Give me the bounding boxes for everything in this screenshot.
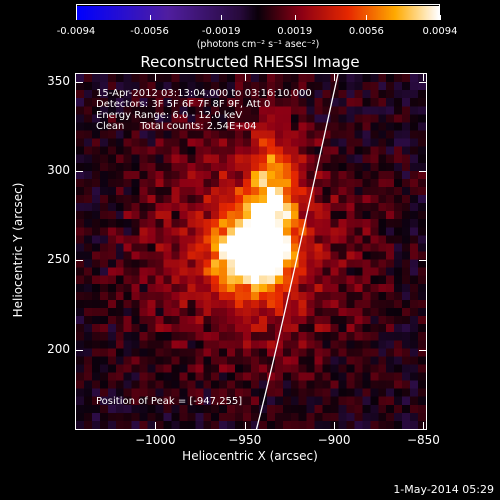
colorbar-tick-mark	[366, 15, 368, 20]
y-tick-mark	[75, 349, 83, 351]
info-time-range: 15-Apr-2012 03:13:04.000 to 03:16:10.000	[96, 88, 312, 99]
x-axis-label: Heliocentric X (arcsec)	[182, 449, 318, 463]
y-tick-label: 200	[47, 341, 70, 356]
colorbar-gradient	[77, 6, 439, 20]
y-tick-mark	[419, 171, 427, 173]
x-tick-label: −850	[406, 433, 440, 447]
y-tick-mark	[75, 260, 83, 262]
y-axis-label: Heliocentric Y (arcsec)	[11, 182, 25, 318]
heatmap-image	[76, 74, 426, 429]
colorbar-tick-label: -0.0094	[56, 26, 96, 37]
y-tick-mark	[75, 171, 83, 173]
y-tick-label: 300	[47, 163, 70, 178]
x-tick-mark	[423, 422, 425, 430]
y-tick-label: 350	[47, 73, 70, 88]
colorbar-tick-label: -0.0019	[201, 26, 241, 37]
colorbar-tick-mark	[440, 15, 441, 20]
colorbar-tick-label: 0.0056	[348, 26, 384, 37]
y-tick-mark	[419, 349, 427, 351]
peak-position-label: Position of Peak = [-947,255]	[96, 396, 243, 407]
colorbar-tick-mark	[294, 15, 296, 20]
y-tick-mark	[419, 81, 427, 83]
x-tick-mark	[155, 73, 157, 81]
x-tick-mark	[334, 422, 336, 430]
colorbar	[76, 4, 440, 20]
y-tick-mark	[75, 81, 83, 83]
y-tick-label: 250	[47, 252, 70, 267]
info-energy-range: Energy Range: 6.0 - 12.0 keV	[96, 110, 243, 121]
colorbar-tick-label: -0.0056	[130, 26, 169, 37]
x-tick-mark	[244, 422, 246, 430]
info-clean-counts: Clean Total counts: 2.54E+04	[96, 121, 257, 132]
solar-limb-line	[255, 74, 339, 429]
colorbar-tick-label: 0.0019	[277, 26, 313, 37]
chart-title: Reconstructed RHESSI Image	[140, 53, 360, 71]
x-tick-label: −1000	[135, 433, 176, 447]
colorbar-units: (photons cm⁻² s⁻¹ asec⁻²)	[196, 39, 320, 50]
footer-timestamp: 1-May-2014 05:29	[393, 483, 494, 496]
x-tick-label: −950	[228, 433, 262, 447]
colorbar-tick-mark	[76, 15, 77, 20]
x-tick-label: −900	[317, 433, 351, 447]
x-tick-mark	[244, 73, 246, 81]
colorbar-tick-label: 0.0094	[422, 26, 458, 37]
colorbar-tick-mark	[221, 15, 223, 20]
info-detectors: Detectors: 3F 5F 6F 7F 8F 9F, Att 0	[96, 99, 271, 110]
plot-area: 15-Apr-2012 03:13:04.000 to 03:16:10.000…	[75, 73, 427, 430]
x-tick-mark	[334, 73, 336, 81]
x-tick-mark	[155, 422, 157, 430]
x-tick-mark	[423, 73, 425, 81]
y-tick-mark	[419, 260, 427, 262]
colorbar-tick-mark	[149, 15, 151, 20]
